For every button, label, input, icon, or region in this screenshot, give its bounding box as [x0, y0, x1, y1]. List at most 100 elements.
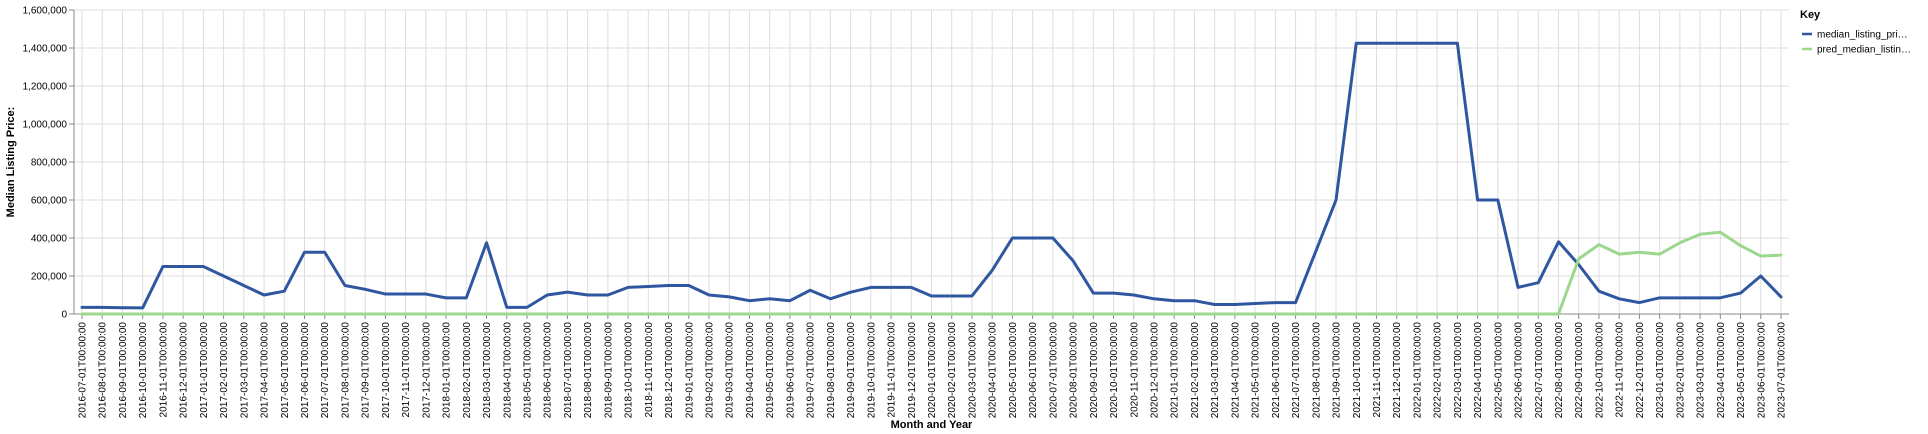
x-tick-label: 2022-07-01T00:00:00: [1534, 322, 1545, 419]
x-tick-label: 2018-07-01T00:00:00: [563, 322, 574, 419]
x-tick-label: 2022-06-01T00:00:00: [1514, 322, 1525, 419]
x-tick-label: 2017-01-01T00:00:00: [199, 322, 210, 419]
y-tick-label: 0: [61, 310, 67, 321]
x-tick-label: 2020-05-01T00:00:00: [1008, 322, 1019, 419]
x-tick-label: 2021-05-01T00:00:00: [1251, 322, 1262, 419]
x-tick-label: 2019-08-01T00:00:00: [826, 322, 837, 419]
axes: 0 200,000 400,000 600,000 800,000 1,000,000 1,…: [23, 6, 1789, 419]
x-tick-label: 2018-12-01T00:00:00: [664, 322, 675, 419]
x-tick-label: 2018-04-01T00:00:00: [502, 322, 513, 419]
x-tick-label: 2017-04-01T00:00:00: [260, 322, 271, 419]
x-tick-label: 2020-07-01T00:00:00: [1048, 322, 1059, 419]
x-tick-label: 2016-11-01T00:00:00: [158, 322, 169, 418]
x-tick-label: 2019-05-01T00:00:00: [765, 322, 776, 419]
x-tick-label: 2018-08-01T00:00:00: [583, 322, 594, 419]
x-tick-label: 2018-06-01T00:00:00: [543, 322, 554, 419]
x-tick-label: 2018-02-01T00:00:00: [462, 322, 473, 419]
x-tick-label: 2022-05-01T00:00:00: [1493, 322, 1504, 419]
x-tick-label: 2017-10-01T00:00:00: [381, 322, 392, 419]
x-tick-label: 2023-01-01T00:00:00: [1655, 322, 1666, 419]
x-tick-label: 2017-08-01T00:00:00: [340, 322, 351, 419]
x-tick-label: 2019-09-01T00:00:00: [846, 322, 857, 419]
y-tick-label: 800,000: [31, 158, 68, 169]
x-tick-label: 2019-07-01T00:00:00: [806, 322, 817, 419]
x-tick-label: 2019-12-01T00:00:00: [907, 322, 918, 419]
x-tick-label: 2016-12-01T00:00:00: [179, 322, 190, 419]
x-tick-label: 2021-07-01T00:00:00: [1291, 322, 1302, 419]
x-tick-label: 2019-03-01T00:00:00: [725, 322, 736, 419]
x-tick-label: 2022-04-01T00:00:00: [1473, 322, 1484, 419]
x-tick-label: 2020-04-01T00:00:00: [988, 322, 999, 419]
x-tick-label: 2022-11-01T00:00:00: [1615, 322, 1626, 418]
x-tick-label: 2017-02-01T00:00:00: [219, 322, 230, 419]
x-tick-label: 2019-01-01T00:00:00: [684, 322, 695, 419]
y-tick-label: 600,000: [31, 196, 68, 207]
y-tick-label: 400,000: [31, 234, 68, 245]
series: [80, 41, 1783, 316]
x-tick-label: 2022-01-01T00:00:00: [1412, 322, 1423, 419]
x-tick-label: 2018-10-01T00:00:00: [624, 322, 635, 419]
x-axis-title: Month and Year: [891, 419, 973, 431]
x-tick-label: 2016-07-01T00:00:00: [78, 322, 89, 419]
x-tick-label: 2020-10-01T00:00:00: [1109, 322, 1120, 419]
x-tick-label: 2016-09-01T00:00:00: [118, 322, 129, 419]
x-tick-label: 2021-08-01T00:00:00: [1311, 322, 1322, 419]
y-tick-label: 1,400,000: [23, 44, 68, 55]
series-line: [80, 41, 1783, 310]
x-tick-label: 2022-08-01T00:00:00: [1554, 322, 1565, 419]
legend-title: Key: [1800, 9, 1821, 21]
x-tick-label: 2021-01-01T00:00:00: [1170, 322, 1181, 419]
x-tick-label: 2018-11-01T00:00:00: [644, 322, 655, 418]
y-axis-title: Median Listing Price:: [5, 107, 17, 218]
x-tick-label: 2019-04-01T00:00:00: [745, 322, 756, 419]
legend-label: pred_median_listin…: [1817, 45, 1911, 56]
x-tick-label: 2020-09-01T00:00:00: [1089, 322, 1100, 419]
x-tick-label: 2017-12-01T00:00:00: [421, 322, 432, 419]
y-tick-label: 1,200,000: [23, 82, 68, 93]
x-tick-label: 2023-05-01T00:00:00: [1736, 322, 1747, 419]
y-tick-label: 200,000: [31, 272, 68, 283]
x-tick-label: 2021-09-01T00:00:00: [1332, 322, 1343, 419]
x-tick-label: 2022-03-01T00:00:00: [1453, 322, 1464, 419]
x-tick-label: 2019-02-01T00:00:00: [705, 322, 716, 419]
x-tick-label: 2019-10-01T00:00:00: [866, 322, 877, 419]
x-tick-label: 2023-06-01T00:00:00: [1756, 322, 1767, 419]
x-tick-label: 2018-01-01T00:00:00: [442, 322, 453, 419]
x-tick-label: 2021-03-01T00:00:00: [1210, 322, 1221, 419]
y-tick-label: 1,000,000: [23, 120, 68, 131]
x-tick-label: 2017-05-01T00:00:00: [280, 322, 291, 419]
x-tick-label: 2017-07-01T00:00:00: [320, 322, 331, 419]
x-tick-label: 2020-06-01T00:00:00: [1028, 322, 1039, 419]
x-tick-label: 2019-11-01T00:00:00: [887, 322, 898, 418]
x-tick-label: 2019-06-01T00:00:00: [785, 322, 796, 419]
x-tick-label: 2022-10-01T00:00:00: [1594, 322, 1605, 419]
x-tick-label: 2020-12-01T00:00:00: [1149, 322, 1160, 419]
x-tick-label: 2021-04-01T00:00:00: [1230, 322, 1241, 419]
x-tick-label: 2023-07-01T00:00:00: [1777, 322, 1788, 419]
legend: Key median_listing_pri… pred_median_listi…: [1800, 9, 1911, 56]
x-tick-label: 2018-03-01T00:00:00: [482, 322, 493, 419]
x-tick-label: 2017-09-01T00:00:00: [361, 322, 372, 419]
x-tick-label: 2022-09-01T00:00:00: [1574, 322, 1585, 419]
series-line: [80, 230, 1783, 316]
x-tick-label: 2016-08-01T00:00:00: [98, 322, 109, 419]
gridlines: [74, 9, 1789, 315]
x-tick-label: 2020-08-01T00:00:00: [1069, 322, 1080, 419]
x-tick-label: 2020-01-01T00:00:00: [927, 322, 938, 419]
x-tick-label: 2021-06-01T00:00:00: [1271, 322, 1282, 419]
x-tick-label: 2017-06-01T00:00:00: [300, 322, 311, 419]
x-tick-label: 2023-02-01T00:00:00: [1675, 322, 1686, 419]
x-tick-label: 2016-10-01T00:00:00: [138, 322, 149, 419]
x-tick-label: 2021-02-01T00:00:00: [1190, 322, 1201, 419]
x-tick-label: 2023-03-01T00:00:00: [1696, 322, 1707, 419]
x-tick-label: 2018-05-01T00:00:00: [522, 322, 533, 419]
x-tick-label: 2023-04-01T00:00:00: [1716, 322, 1727, 419]
x-tick-label: 2017-03-01T00:00:00: [239, 322, 250, 419]
x-tick-label: 2021-11-01T00:00:00: [1372, 322, 1383, 418]
x-tick-label: 2020-02-01T00:00:00: [947, 322, 958, 419]
x-tick-label: 2022-02-01T00:00:00: [1433, 322, 1444, 419]
y-tick-label: 1,600,000: [23, 6, 68, 17]
x-tick-label: 2021-12-01T00:00:00: [1392, 322, 1403, 419]
x-tick-label: 2022-12-01T00:00:00: [1635, 322, 1646, 419]
